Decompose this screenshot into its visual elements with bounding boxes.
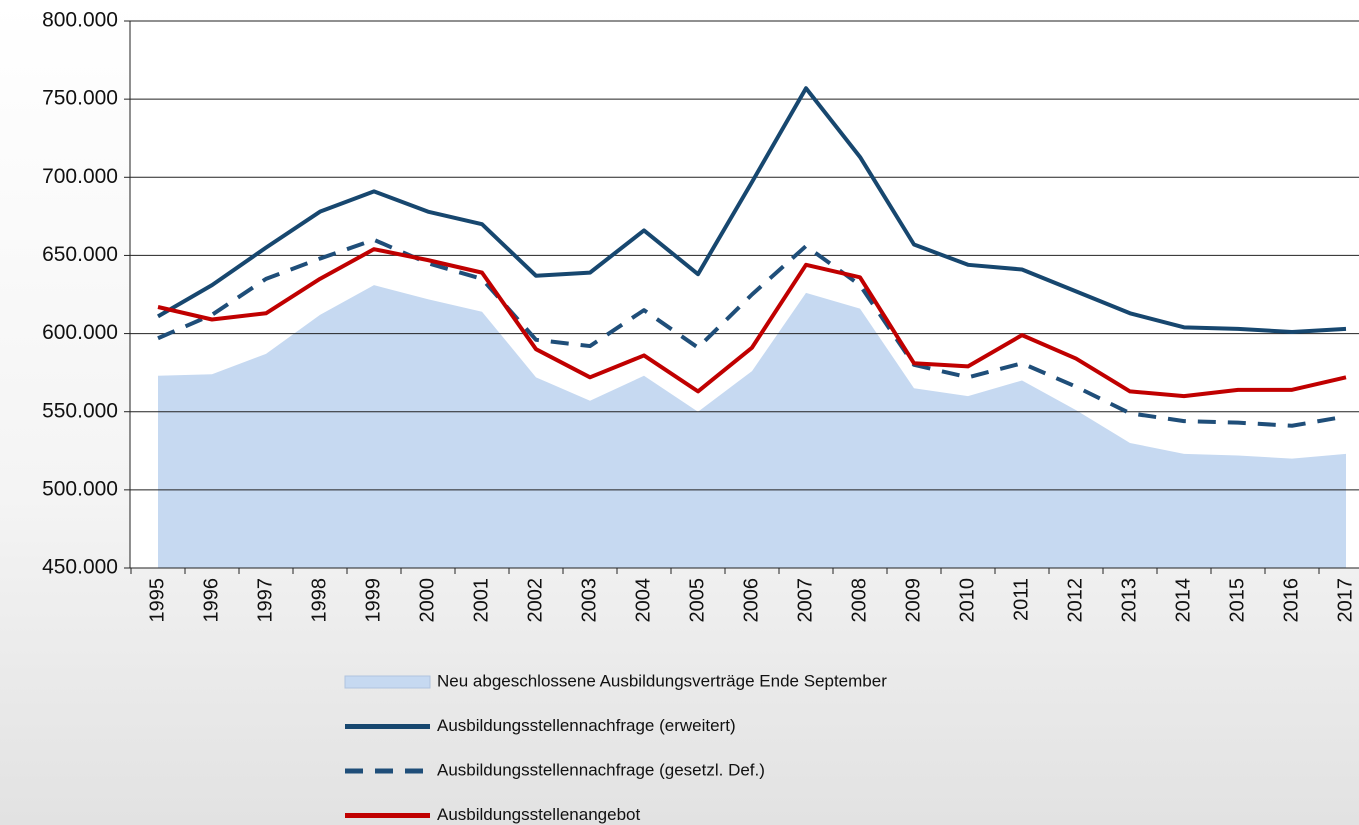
x-tick-label: 2017	[1334, 578, 1356, 623]
legend-label: Ausbildungsstellennachfrage (erweitert)	[437, 716, 736, 735]
x-tick-label: 2013	[1118, 578, 1140, 623]
line	[156, 86, 1347, 335]
x-tick-label: 2002	[524, 578, 546, 623]
legend-label: Neu abgeschlossene Ausbildungsverträge E…	[437, 671, 887, 690]
y-tick-label: 700.000	[42, 165, 118, 188]
x-tick-label: 2006	[740, 578, 762, 623]
x-tick-label: 2012	[1064, 578, 1086, 623]
y-tick-label: 450.000	[42, 556, 118, 579]
x-tick-label: 1997	[254, 578, 276, 623]
x-tick-label: 2008	[848, 578, 870, 623]
x-tick-label: 1995	[146, 578, 168, 623]
x-tick-label: 2001	[470, 578, 492, 623]
x-tick-label: 2015	[1226, 578, 1248, 623]
line	[157, 237, 1347, 428]
y-tick-label: 600.000	[42, 321, 118, 344]
y-tick-label: 650.000	[42, 243, 118, 266]
y-tick-label: 500.000	[42, 477, 118, 500]
legend-swatch	[344, 675, 431, 689]
legend-label: Ausbildungsstellennachfrage (gesetzl. De…	[437, 760, 765, 779]
y-tick-label: 750.000	[42, 87, 118, 110]
x-tick-label: 2000	[416, 578, 438, 623]
x-tick-label: 2004	[632, 578, 654, 623]
x-tick-label: 2007	[794, 578, 816, 623]
area	[158, 285, 1346, 568]
x-tick-label: 2005	[686, 578, 708, 623]
y-tick-label: 550.000	[42, 399, 118, 422]
line	[157, 247, 1347, 399]
y-tick-label: 800.000	[42, 9, 118, 32]
x-tick-label: 2010	[956, 578, 978, 623]
x-tick-label: 2011	[1010, 578, 1032, 621]
x-tick-label: 2003	[578, 578, 600, 623]
x-tick-label: 1996	[200, 578, 222, 623]
x-tick-label: 2016	[1280, 578, 1302, 623]
x-tick-label: 1998	[308, 578, 330, 623]
x-tick-label: 2014	[1172, 578, 1194, 623]
x-tick-label: 1999	[362, 578, 384, 623]
legend-label: Ausbildungsstellenangebot	[437, 805, 640, 824]
x-tick-label: 2009	[902, 578, 924, 623]
